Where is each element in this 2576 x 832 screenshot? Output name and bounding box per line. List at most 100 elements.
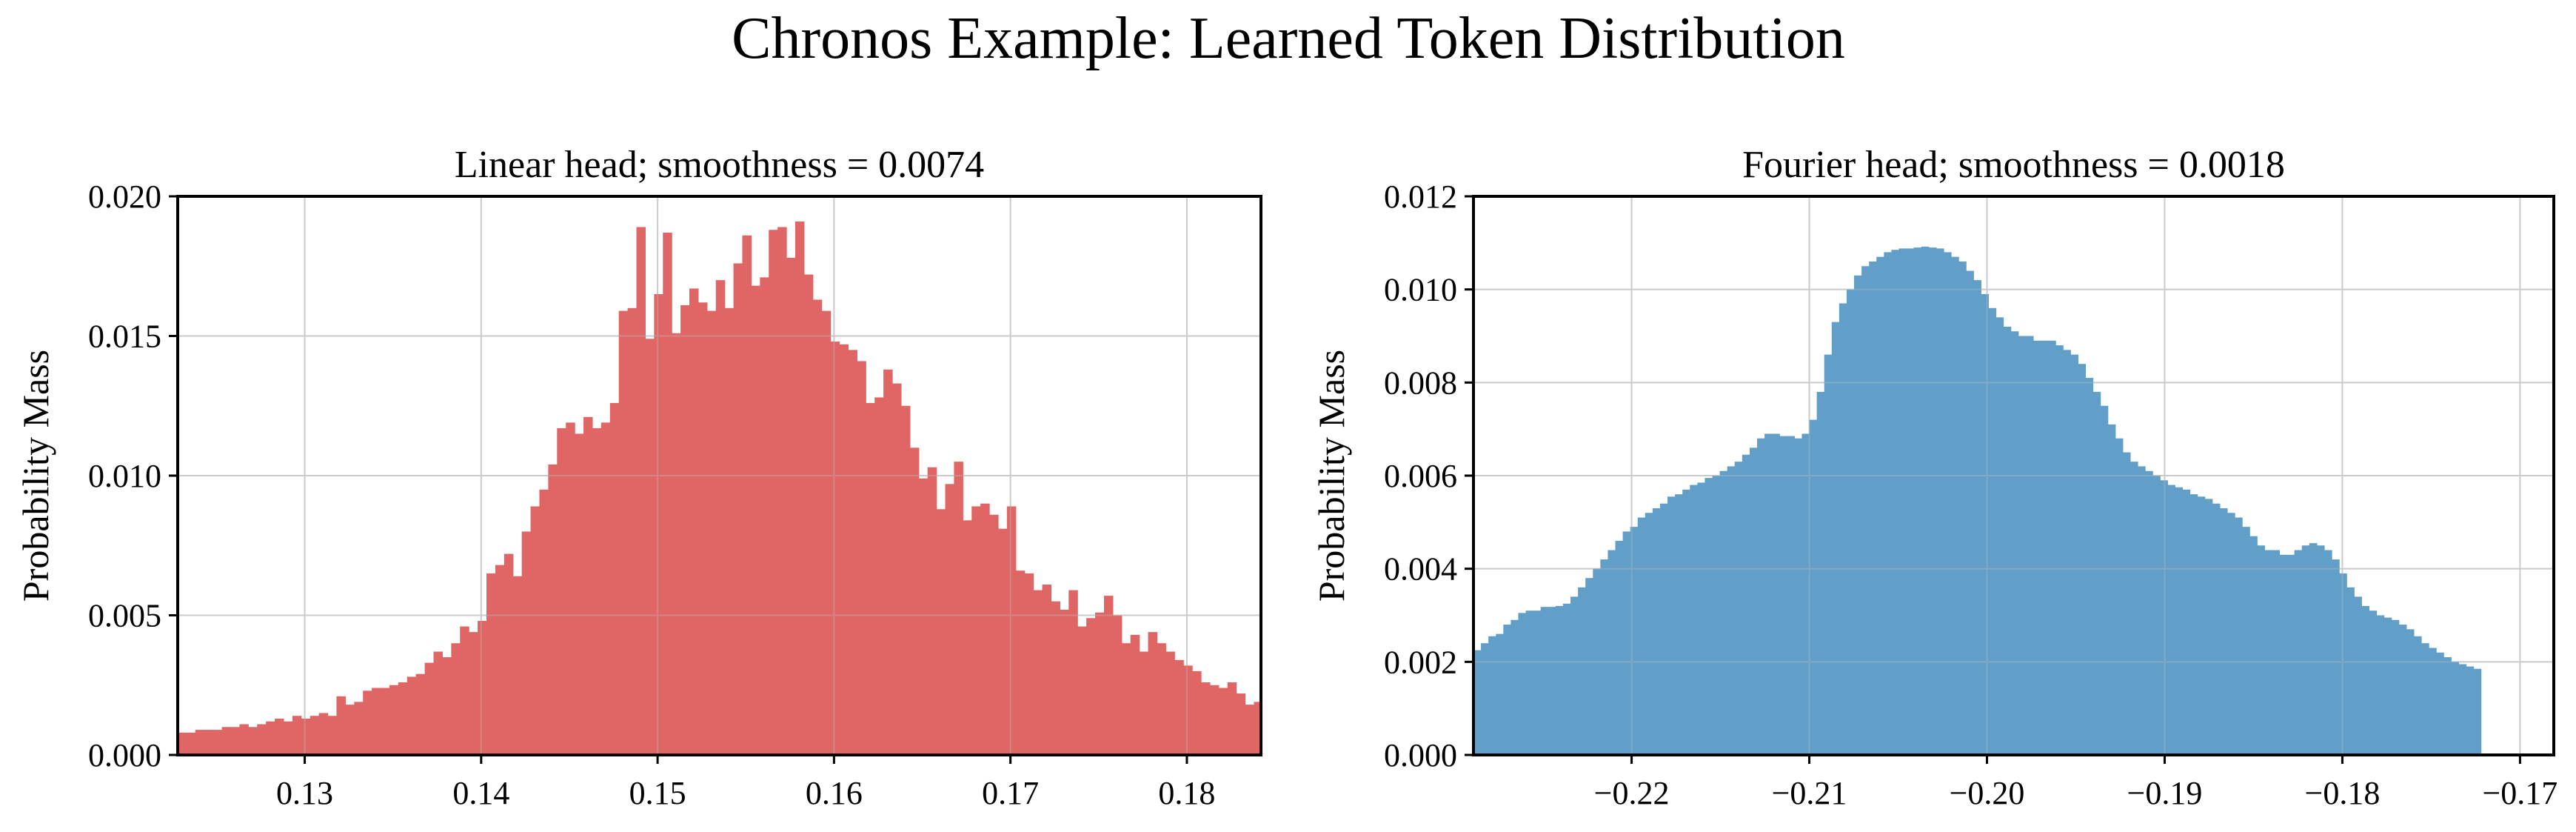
histogram-bar (900, 405, 911, 755)
histogram-bar (812, 299, 823, 755)
x-tick-label: 0.15 (629, 775, 686, 811)
histogram-bar (451, 643, 461, 755)
histogram-bar (2346, 587, 2355, 755)
histogram-bar (2286, 554, 2295, 755)
histogram-bar (2055, 345, 2064, 755)
histogram-bar (1943, 252, 1952, 755)
histogram-bar (786, 257, 796, 755)
histogram-bar (1139, 651, 1149, 755)
x-tick-label: −0.20 (1950, 775, 2025, 811)
histogram-bar (1042, 585, 1052, 755)
histogram-bar (715, 280, 726, 755)
figure-title: Chronos Example: Learned Token Distribut… (732, 6, 1845, 71)
histogram-bar (1015, 570, 1026, 755)
panel-fourier-head: −0.22 −0.21 −0.20 −0.19 −0.18 −0.17 0.000 0.002… (1311, 144, 2557, 811)
histogram-bar (618, 310, 629, 755)
histogram-bar (830, 342, 840, 755)
histogram-bar (697, 302, 708, 755)
histogram-bar (2145, 470, 2153, 755)
histogram-bar (1652, 507, 1661, 755)
histogram-bar (1659, 503, 1668, 755)
histogram-bar (460, 626, 469, 755)
histogram-bar (1742, 454, 1750, 755)
histogram-bar (2451, 662, 2459, 755)
histogram-bar (1245, 705, 1255, 755)
histogram-bar (883, 369, 893, 755)
histogram-bar (592, 427, 602, 755)
histogram-bar (1262, 699, 1272, 755)
histogram-bar (310, 716, 320, 755)
histogram-bar (1533, 610, 1542, 755)
histogram-bar (2122, 452, 2131, 755)
histogram-bar (2429, 648, 2437, 755)
histogram-bar (2309, 543, 2318, 755)
y-tick-label: 0.010 (88, 458, 161, 494)
histogram-bar (1006, 506, 1017, 755)
histogram-bar (2175, 487, 2184, 755)
histogram-bar (663, 233, 672, 755)
histogram-bar (2152, 476, 2161, 755)
histogram-bar (1570, 596, 1579, 755)
histogram-bar (1682, 489, 1690, 755)
histogram-bar (848, 350, 857, 755)
histogram-bar (1540, 607, 1549, 755)
histogram-bar (2279, 554, 2288, 755)
histogram-bar (2167, 485, 2175, 755)
histogram-bar (275, 718, 284, 755)
x-tick-label: 0.17 (982, 775, 1039, 811)
histogram-bar (2361, 605, 2370, 755)
x-tick-label: 0.18 (1158, 775, 1215, 811)
histogram-bar (645, 339, 655, 755)
histogram-bar (706, 310, 717, 755)
histogram-bar (1473, 650, 1482, 755)
histogram-bar (301, 718, 311, 755)
histogram-bar (1227, 682, 1237, 755)
histogram-bar (777, 227, 787, 755)
histogram-bar (1667, 496, 1676, 755)
histogram-bar (2212, 503, 2221, 755)
histogram-bar (1518, 613, 1527, 755)
histogram-bar (2048, 340, 2056, 755)
histogram-bar (318, 713, 329, 755)
histogram-bar (566, 422, 575, 755)
histogram-bar (945, 484, 955, 755)
histogram-bar (654, 293, 663, 755)
histogram-bar (195, 730, 205, 755)
histogram-bar (2235, 517, 2243, 755)
histogram-bar (1675, 494, 1683, 755)
histogram-bar (1891, 250, 1900, 755)
histogram-bar (1719, 470, 1728, 755)
histogram-bar (1876, 256, 1884, 755)
y-tick-label: 0.010 (1384, 272, 1457, 308)
histogram-bar (760, 277, 769, 755)
histogram-bar (1988, 307, 1997, 755)
histogram-bar (1060, 609, 1069, 755)
subplot-title: Fourier head; smoothness = 0.0018 (1742, 144, 2285, 186)
histogram-bar (204, 730, 214, 755)
x-tick-label: 0.13 (276, 775, 333, 811)
histogram-bars (1473, 246, 2482, 755)
histogram-bar (954, 462, 963, 755)
histogram-bar (2391, 619, 2400, 755)
histogram-bar (2301, 545, 2310, 755)
histogram-bar (1121, 643, 1131, 755)
histogram-bar (733, 263, 743, 755)
histogram-bar (636, 227, 646, 755)
histogram-bar (936, 509, 946, 755)
histogram-bar (1756, 438, 1765, 755)
histogram-bar (557, 427, 566, 755)
histogram-bar (2219, 507, 2228, 755)
histogram-bar (1966, 270, 1974, 755)
y-tick-label: 0.000 (1384, 737, 1457, 773)
histogram-bar (2204, 499, 2213, 755)
x-tick-label: −0.21 (1772, 775, 1847, 811)
histogram-bar (1481, 643, 1489, 755)
histogram-bar (1846, 289, 1855, 755)
histogram-bar (336, 696, 346, 755)
histogram-bar (530, 506, 541, 755)
histogram-bar (2242, 527, 2250, 755)
histogram-bar (486, 573, 496, 755)
histogram-bar (839, 344, 849, 755)
histogram-bar (2100, 405, 2109, 755)
